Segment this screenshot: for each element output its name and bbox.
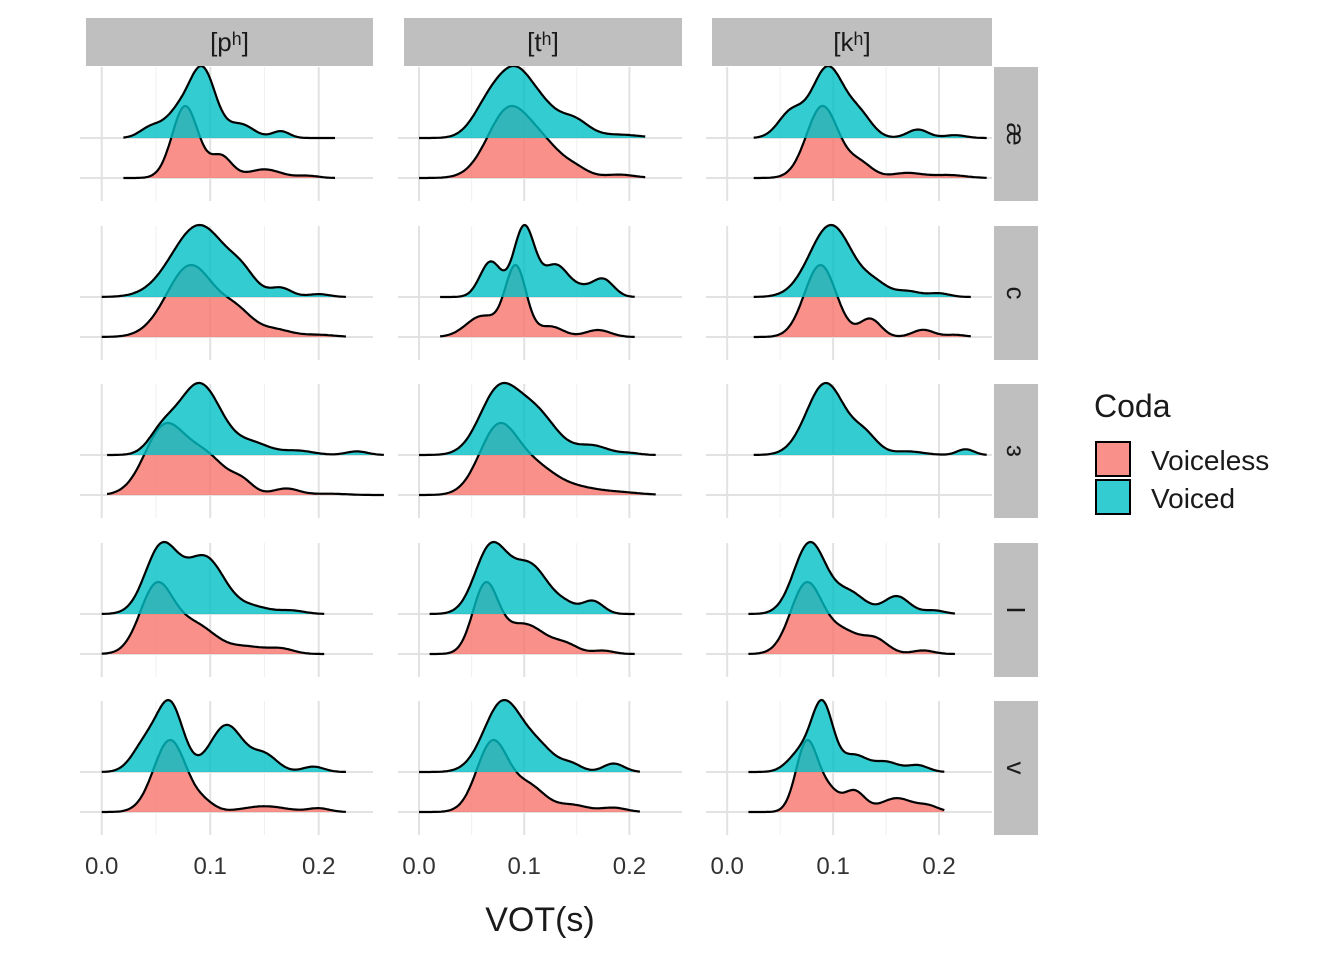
voiced-density-line	[748, 698, 945, 774]
voiced-density-line	[123, 64, 335, 140]
facet-panel	[80, 223, 373, 360]
facet-panel	[398, 223, 682, 360]
voiceless-density-line	[753, 263, 971, 339]
x-tick-label: 0.1	[508, 853, 541, 880]
voiceless-density-line	[439, 263, 635, 338]
voiceless-density-area	[753, 265, 971, 337]
facet-panel	[80, 698, 373, 835]
voiceless-density-line	[419, 421, 656, 497]
voiced-density-line	[419, 698, 640, 774]
facet-panel	[706, 540, 992, 677]
legend-label-voiced: Voiced	[1151, 483, 1235, 514]
voiced-density-area	[107, 383, 384, 455]
voiced-density-line	[753, 223, 971, 299]
facet-panel	[398, 381, 682, 518]
voiceless-density-area	[748, 740, 945, 812]
x-tick-label: 0.0	[402, 853, 435, 880]
facet-panel	[80, 381, 384, 518]
legend-swatch-voiceless	[1095, 441, 1131, 477]
voiced-density-line	[440, 223, 635, 299]
x-tick-label: 0.1	[816, 853, 849, 880]
voiced-density-area	[419, 383, 656, 455]
voiceless-density-area	[101, 265, 346, 337]
voiceless-density-area	[123, 106, 336, 178]
voiced-density-line	[107, 381, 384, 457]
row-strip-label: æ	[1001, 122, 1031, 145]
column-strips: [pʰ] [tʰ] [kʰ]	[86, 18, 992, 66]
column-strip-label: [pʰ]	[210, 27, 249, 57]
voiceless-density-line	[101, 738, 346, 814]
row-strips: æ c ɜ Iv	[994, 67, 1038, 835]
x-tick-label: 0.1	[194, 853, 227, 880]
voiceless-density-line	[429, 580, 635, 656]
facet-panel	[398, 64, 682, 201]
voiced-density-area	[101, 542, 325, 614]
voiceless-density-area	[107, 423, 384, 495]
column-strip-bg	[86, 18, 373, 66]
x-axis-title: VOT(s)	[485, 901, 595, 939]
row-strip-label: c	[1001, 287, 1031, 300]
row-strip-bg	[994, 543, 1038, 677]
voiced-density-area	[440, 225, 635, 297]
row-strip-label: v	[1001, 762, 1031, 775]
column-strip-bg	[404, 18, 682, 66]
voiceless-density-line	[748, 580, 955, 656]
voiced-density-line	[753, 64, 987, 140]
voiced-density-line	[429, 540, 635, 616]
voiced-density-line	[101, 698, 346, 773]
voiceless-density-line	[101, 580, 325, 656]
voiced-density-area	[748, 542, 955, 614]
facet-panel	[80, 540, 373, 677]
voiceless-density-line	[123, 104, 335, 180]
voiced-density-area	[419, 66, 646, 138]
voiced-density-area	[753, 66, 987, 138]
x-tick-label: 0.2	[922, 853, 955, 880]
row-strip-label: ɜ	[1001, 445, 1031, 457]
row-strip-bg	[994, 67, 1038, 201]
voiced-density-line	[753, 381, 987, 456]
x-tick-label: 0.0	[710, 853, 743, 880]
x-tick-label: 0.2	[302, 853, 335, 880]
legend-label-voiceless: Voiceless	[1151, 445, 1269, 476]
voiced-density-area	[123, 66, 336, 138]
facet-panel	[706, 698, 992, 835]
voiceless-density-line	[753, 104, 987, 180]
row-strip-label: I	[1001, 606, 1031, 613]
x-tick-label: 0.2	[613, 853, 646, 880]
legend-swatch-voiced	[1095, 479, 1131, 515]
voiced-density-line	[101, 223, 346, 298]
x-tick-label: 0.0	[85, 853, 118, 880]
voiced-density-area	[753, 225, 971, 297]
facet-panels	[80, 64, 992, 835]
legend: Coda Voiceless Voiced	[1094, 388, 1269, 515]
column-strip-label: [kʰ]	[833, 27, 870, 57]
voiced-density-line	[419, 64, 646, 140]
column-strip-bg	[712, 18, 992, 66]
voiced-density-area	[748, 700, 945, 772]
voiceless-density-line	[748, 738, 945, 814]
row-strip-bg	[994, 701, 1038, 835]
facet-panel	[398, 540, 682, 677]
voiced-density-area	[419, 700, 640, 772]
row-strip-bg	[994, 384, 1038, 518]
row-strip-bg	[994, 226, 1038, 360]
voiced-density-area	[101, 700, 346, 772]
facet-panel	[706, 381, 992, 518]
voiced-density-line	[101, 540, 325, 615]
voiceless-density-line	[419, 738, 640, 814]
facet-panel	[398, 698, 682, 835]
voiced-density-line	[748, 540, 955, 616]
x-axis-ticks: 0.0 0.1 0.2 0.0 0.1 0.2 0.0 0.1 0.2	[85, 853, 956, 880]
voiced-density-area	[101, 225, 346, 297]
legend-title: Coda	[1094, 388, 1171, 424]
voiceless-density-area	[419, 740, 640, 812]
voiceless-density-area	[419, 423, 656, 495]
facet-panel	[80, 64, 373, 201]
voiced-density-line	[419, 381, 656, 457]
voiceless-density-area	[440, 265, 635, 337]
column-strip-label: [tʰ]	[527, 27, 559, 57]
facet-panel	[706, 64, 992, 201]
facet-panel	[706, 223, 992, 360]
